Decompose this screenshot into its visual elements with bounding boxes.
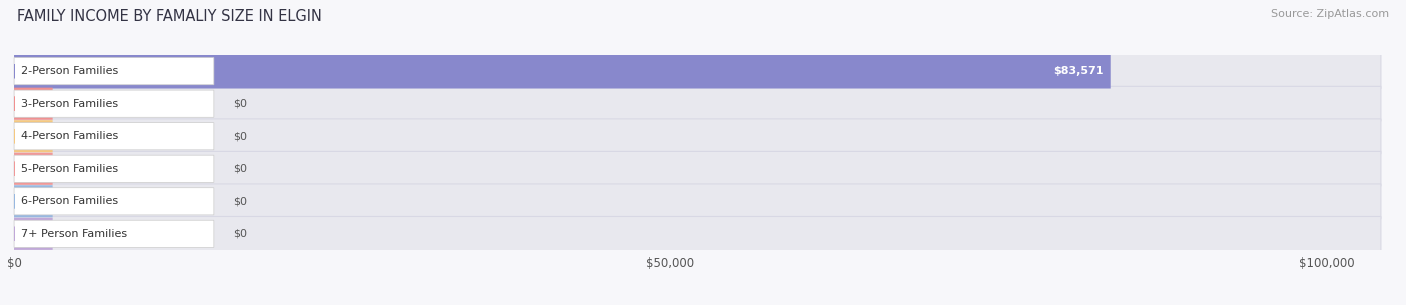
Text: $0: $0 [233,196,247,206]
FancyBboxPatch shape [14,155,214,182]
FancyBboxPatch shape [14,86,1381,121]
FancyBboxPatch shape [14,218,52,250]
FancyBboxPatch shape [14,217,1381,251]
FancyBboxPatch shape [14,90,214,117]
FancyBboxPatch shape [14,123,214,150]
Text: 4-Person Families: 4-Person Families [21,131,118,141]
FancyBboxPatch shape [14,120,52,152]
Text: 2-Person Families: 2-Person Families [21,66,118,76]
FancyBboxPatch shape [14,119,1381,154]
Text: $0: $0 [233,131,247,141]
Text: 6-Person Families: 6-Person Families [21,196,118,206]
FancyBboxPatch shape [14,185,52,217]
FancyBboxPatch shape [14,54,1381,88]
Text: $0: $0 [233,164,247,174]
FancyBboxPatch shape [14,220,214,247]
FancyBboxPatch shape [14,151,1381,186]
Text: $0: $0 [233,99,247,109]
Text: FAMILY INCOME BY FAMALIY SIZE IN ELGIN: FAMILY INCOME BY FAMALIY SIZE IN ELGIN [17,9,322,24]
FancyBboxPatch shape [14,88,52,120]
Text: Source: ZipAtlas.com: Source: ZipAtlas.com [1271,9,1389,19]
Text: 5-Person Families: 5-Person Families [21,164,118,174]
Text: 3-Person Families: 3-Person Families [21,99,118,109]
Text: 7+ Person Families: 7+ Person Families [21,229,127,239]
FancyBboxPatch shape [14,184,1381,219]
Text: $83,571: $83,571 [1053,66,1104,76]
FancyBboxPatch shape [14,153,52,185]
FancyBboxPatch shape [14,58,214,85]
Text: $0: $0 [233,229,247,239]
FancyBboxPatch shape [14,54,1111,88]
FancyBboxPatch shape [14,188,214,215]
